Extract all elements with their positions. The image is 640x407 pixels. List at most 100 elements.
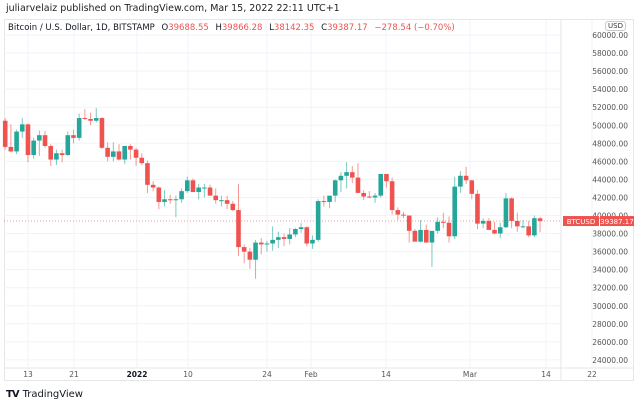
- candle-body[interactable]: [213, 195, 219, 201]
- candle-body[interactable]: [458, 175, 463, 187]
- candle-body[interactable]: [190, 180, 196, 193]
- candle-body[interactable]: [25, 124, 31, 156]
- candle-body[interactable]: [8, 146, 14, 152]
- candle-body[interactable]: [344, 172, 349, 176]
- candle-body[interactable]: [446, 222, 452, 237]
- candle-body[interactable]: [150, 184, 156, 188]
- candle-body[interactable]: [31, 140, 36, 156]
- candle-body[interactable]: [497, 227, 503, 234]
- candle-body[interactable]: [441, 221, 446, 223]
- candle-body[interactable]: [384, 173, 389, 182]
- candle-body[interactable]: [258, 242, 264, 245]
- candle-body[interactable]: [287, 234, 292, 239]
- candle-body[interactable]: [509, 198, 514, 221]
- candle-body[interactable]: [389, 181, 395, 211]
- candle-body[interactable]: [532, 218, 537, 236]
- candle-body[interactable]: [93, 118, 99, 121]
- candle-body[interactable]: [395, 210, 401, 215]
- candle-body[interactable]: [298, 227, 304, 230]
- candle-body[interactable]: [361, 192, 366, 197]
- candle-body[interactable]: [378, 173, 384, 196]
- candle-body[interactable]: [65, 135, 71, 156]
- candle-body[interactable]: [156, 187, 162, 202]
- candle-body[interactable]: [128, 146, 133, 150]
- candle-body[interactable]: [224, 200, 230, 204]
- candle-body[interactable]: [526, 226, 531, 236]
- candle-body[interactable]: [219, 200, 224, 202]
- candle-body[interactable]: [349, 172, 355, 178]
- candle-body[interactable]: [486, 220, 492, 230]
- candle-body[interactable]: [480, 220, 486, 224]
- candle-body[interactable]: [469, 180, 475, 194]
- candle-body[interactable]: [270, 239, 275, 244]
- candle-body[interactable]: [162, 199, 167, 202]
- chart-frame[interactable]: [4, 19, 634, 381]
- candle-body[interactable]: [133, 149, 139, 158]
- candle-body[interactable]: [253, 242, 258, 260]
- candle-body[interactable]: [338, 175, 344, 181]
- candle-body[interactable]: [412, 230, 418, 242]
- candle-body[interactable]: [99, 118, 105, 148]
- candle-body[interactable]: [503, 198, 509, 228]
- candle-body[interactable]: [321, 201, 327, 203]
- candle-body[interactable]: [401, 214, 406, 216]
- candle-body[interactable]: [167, 199, 173, 201]
- candle-body[interactable]: [54, 153, 59, 160]
- candle-body[interactable]: [111, 151, 116, 157]
- candle-body[interactable]: [327, 195, 332, 202]
- candle-body[interactable]: [14, 131, 19, 152]
- candle-body[interactable]: [48, 146, 54, 160]
- candle-body[interactable]: [2, 120, 8, 147]
- candle-body[interactable]: [315, 201, 321, 240]
- candle-body[interactable]: [332, 180, 338, 196]
- close-value: 39387.17: [327, 23, 368, 33]
- candle-body[interactable]: [230, 203, 236, 211]
- candle-body[interactable]: [264, 243, 270, 245]
- candle-body[interactable]: [42, 135, 48, 147]
- candle-body[interactable]: [122, 146, 127, 160]
- candle-body[interactable]: [88, 118, 93, 121]
- candle-body[interactable]: [281, 237, 287, 239]
- candle-body[interactable]: [207, 187, 213, 196]
- candle-body[interactable]: [520, 226, 526, 228]
- candle-body[interactable]: [435, 221, 440, 231]
- candle-body[interactable]: [367, 196, 372, 198]
- candle-body[interactable]: [139, 157, 145, 164]
- candle-body[interactable]: [247, 251, 253, 260]
- candle-body[interactable]: [406, 215, 412, 231]
- candle-body[interactable]: [82, 118, 88, 120]
- candle-body[interactable]: [429, 230, 435, 243]
- candle-body[interactable]: [423, 229, 429, 243]
- candle-body[interactable]: [515, 220, 520, 227]
- candle-body[interactable]: [76, 118, 82, 138]
- candle-body[interactable]: [492, 229, 497, 234]
- candle-body[interactable]: [59, 153, 65, 156]
- candle-body[interactable]: [463, 175, 469, 181]
- candle-body[interactable]: [105, 147, 110, 157]
- candle-body[interactable]: [179, 191, 184, 200]
- candle-body[interactable]: [196, 187, 201, 193]
- candle-body[interactable]: [452, 186, 458, 237]
- candle-body[interactable]: [355, 177, 361, 193]
- candle-body[interactable]: [71, 135, 76, 138]
- candle-body[interactable]: [19, 124, 25, 132]
- candle-body[interactable]: [241, 247, 247, 252]
- candle-body[interactable]: [37, 135, 42, 141]
- candle-body[interactable]: [304, 227, 310, 244]
- candle-body[interactable]: [202, 187, 207, 189]
- candle-body[interactable]: [116, 151, 122, 160]
- candle-body[interactable]: [372, 195, 378, 198]
- candle-body[interactable]: [145, 163, 150, 185]
- candle-body[interactable]: [310, 239, 315, 244]
- candle-body[interactable]: [173, 199, 179, 201]
- candle-body[interactable]: [537, 218, 543, 222]
- candle-body[interactable]: [418, 229, 423, 242]
- candle-body[interactable]: [293, 229, 298, 235]
- currency-badge[interactable]: USD: [605, 21, 626, 31]
- candle-body[interactable]: [184, 180, 190, 192]
- candle-body[interactable]: [236, 210, 241, 248]
- candle-body[interactable]: [475, 193, 480, 224]
- candle-body[interactable]: [276, 237, 281, 240]
- symbol-description[interactable]: Bitcoin / U.S. Dollar, 1D, BITSTAMP: [8, 23, 155, 33]
